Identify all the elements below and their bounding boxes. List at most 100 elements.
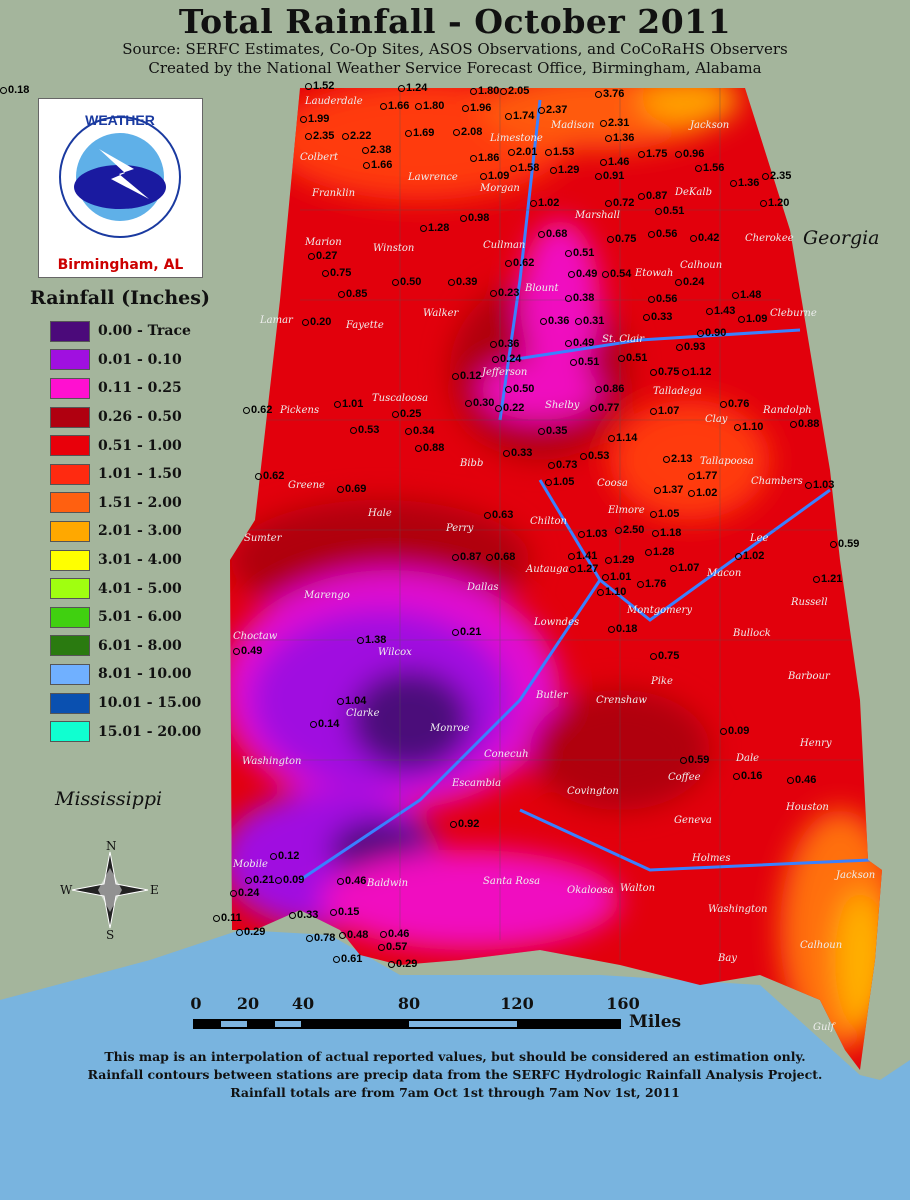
legend-swatch bbox=[50, 406, 90, 428]
station-value: 0.53 bbox=[580, 450, 609, 462]
station-value: 2.35 bbox=[762, 170, 791, 182]
station-value: 0.88 bbox=[415, 442, 444, 454]
station-value: 0.76 bbox=[720, 398, 749, 410]
county-label: Choctaw bbox=[233, 631, 278, 642]
legend-swatch bbox=[50, 377, 90, 399]
station-value: 0.42 bbox=[690, 232, 719, 244]
county-label: Monroe bbox=[430, 723, 470, 734]
legend: Rainfall (Inches) 0.00 - Trace 0.01 - 0.1… bbox=[30, 287, 210, 746]
county-label: Walton bbox=[620, 883, 656, 894]
legend-item: 5.01 - 6.00 bbox=[50, 603, 210, 632]
county-label: Etowah bbox=[635, 268, 674, 279]
station-value: 0.51 bbox=[618, 352, 647, 364]
county-label: Wilcox bbox=[378, 647, 412, 658]
station-value: 0.59 bbox=[830, 538, 859, 550]
station-value: 1.27 bbox=[569, 563, 598, 575]
legend-label: 0.00 - Trace bbox=[98, 323, 191, 340]
station-value: 1.10 bbox=[597, 586, 626, 598]
county-label: Butler bbox=[536, 690, 568, 701]
station-value: 0.54 bbox=[602, 268, 631, 280]
station-value: 0.87 bbox=[452, 551, 481, 563]
county-label: Fayette bbox=[346, 320, 384, 331]
county-label: Gulf bbox=[813, 1022, 835, 1033]
footer-note: Rainfall contours between stations are p… bbox=[87, 1067, 823, 1082]
station-value: 0.85 bbox=[338, 288, 367, 300]
station-value: 0.22 bbox=[495, 402, 524, 414]
station-value: 1.75 bbox=[638, 148, 667, 160]
station-value: 0.56 bbox=[648, 293, 677, 305]
nws-logo: WEATHER Birmingham, AL bbox=[38, 98, 203, 278]
county-label: Barbour bbox=[788, 671, 830, 682]
station-value: 0.50 bbox=[505, 383, 534, 395]
station-value: 2.37 bbox=[538, 104, 567, 116]
station-value: 1.29 bbox=[605, 554, 634, 566]
station-value: 1.20 bbox=[760, 197, 789, 209]
county-label: Bullock bbox=[733, 628, 771, 639]
station-value: 0.62 bbox=[505, 257, 534, 269]
compass-n: N bbox=[106, 840, 117, 853]
county-label: Cullman bbox=[483, 240, 526, 251]
station-value: 1.77 bbox=[688, 470, 717, 482]
station-value: 0.18 bbox=[608, 623, 637, 635]
station-value: 1.01 bbox=[602, 571, 631, 583]
county-label: Chilton bbox=[530, 516, 567, 527]
station-value: 0.78 bbox=[306, 932, 335, 944]
station-value: 2.50 bbox=[615, 524, 644, 536]
county-label: Jackson bbox=[690, 120, 730, 131]
compass-rose-icon: N S E W bbox=[60, 840, 159, 940]
station-value: 0.12 bbox=[270, 850, 299, 862]
station-value: 2.01 bbox=[508, 146, 537, 158]
legend-item: 0.51 - 1.00 bbox=[50, 431, 210, 460]
station-value: 1.37 bbox=[654, 484, 683, 496]
legend-item: 15.01 - 20.00 bbox=[50, 717, 210, 746]
station-value: 1.76 bbox=[637, 578, 666, 590]
station-value: 0.49 bbox=[565, 337, 594, 349]
legend-label: 0.11 - 0.25 bbox=[98, 380, 182, 397]
station-value: 0.16 bbox=[733, 770, 762, 782]
station-value: 0.09 bbox=[275, 874, 304, 886]
county-label: Madison bbox=[551, 120, 595, 131]
station-value: 1.53 bbox=[545, 146, 574, 158]
station-value: 1.86 bbox=[470, 152, 499, 164]
station-value: 0.12 bbox=[452, 370, 481, 382]
station-value: 0.46 bbox=[337, 875, 366, 887]
station-value: 0.68 bbox=[486, 551, 515, 563]
station-value: 1.99 bbox=[300, 113, 329, 125]
legend-item: 1.51 - 2.00 bbox=[50, 489, 210, 518]
station-value: 1.38 bbox=[357, 634, 386, 646]
legend-item: 6.01 - 8.00 bbox=[50, 632, 210, 661]
station-value: 2.05 bbox=[500, 85, 529, 97]
county-label: Winston bbox=[373, 243, 415, 254]
station-value: 1.07 bbox=[650, 405, 679, 417]
county-label: Dale bbox=[736, 753, 760, 764]
county-label: Talladega bbox=[653, 386, 702, 397]
station-value: 2.08 bbox=[453, 126, 482, 138]
county-label: Pike bbox=[651, 676, 673, 687]
county-label: Coosa bbox=[597, 478, 628, 489]
legend-item: 10.01 - 15.00 bbox=[50, 689, 210, 718]
compass-s: S bbox=[106, 928, 114, 940]
station-value: 0.93 bbox=[676, 341, 705, 353]
legend-label: 0.26 - 0.50 bbox=[98, 409, 182, 426]
county-label: Chambers bbox=[751, 476, 803, 487]
county-label: Clay bbox=[705, 414, 728, 425]
station-value: 0.31 bbox=[575, 315, 604, 327]
county-label: Randolph bbox=[763, 405, 812, 416]
compass-e: E bbox=[150, 883, 159, 897]
station-value: 0.56 bbox=[648, 228, 677, 240]
legend-swatch bbox=[50, 578, 90, 600]
county-label: Perry bbox=[446, 523, 474, 534]
station-value: 2.38 bbox=[362, 144, 391, 156]
station-value: 1.02 bbox=[530, 197, 559, 209]
station-value: 1.12 bbox=[682, 366, 711, 378]
state-label-mississippi: Mississippi bbox=[55, 788, 163, 810]
compass-w: W bbox=[60, 883, 73, 897]
legend-label: 5.01 - 6.00 bbox=[98, 609, 182, 626]
legend-swatch bbox=[50, 435, 90, 457]
scale-tick: 160 bbox=[606, 994, 640, 1013]
county-label: Macon bbox=[707, 568, 742, 579]
station-value: 0.72 bbox=[605, 197, 634, 209]
gulf-of-mexico bbox=[0, 930, 910, 1200]
county-label: Henry bbox=[800, 738, 832, 749]
county-label: Escambia bbox=[452, 778, 502, 789]
